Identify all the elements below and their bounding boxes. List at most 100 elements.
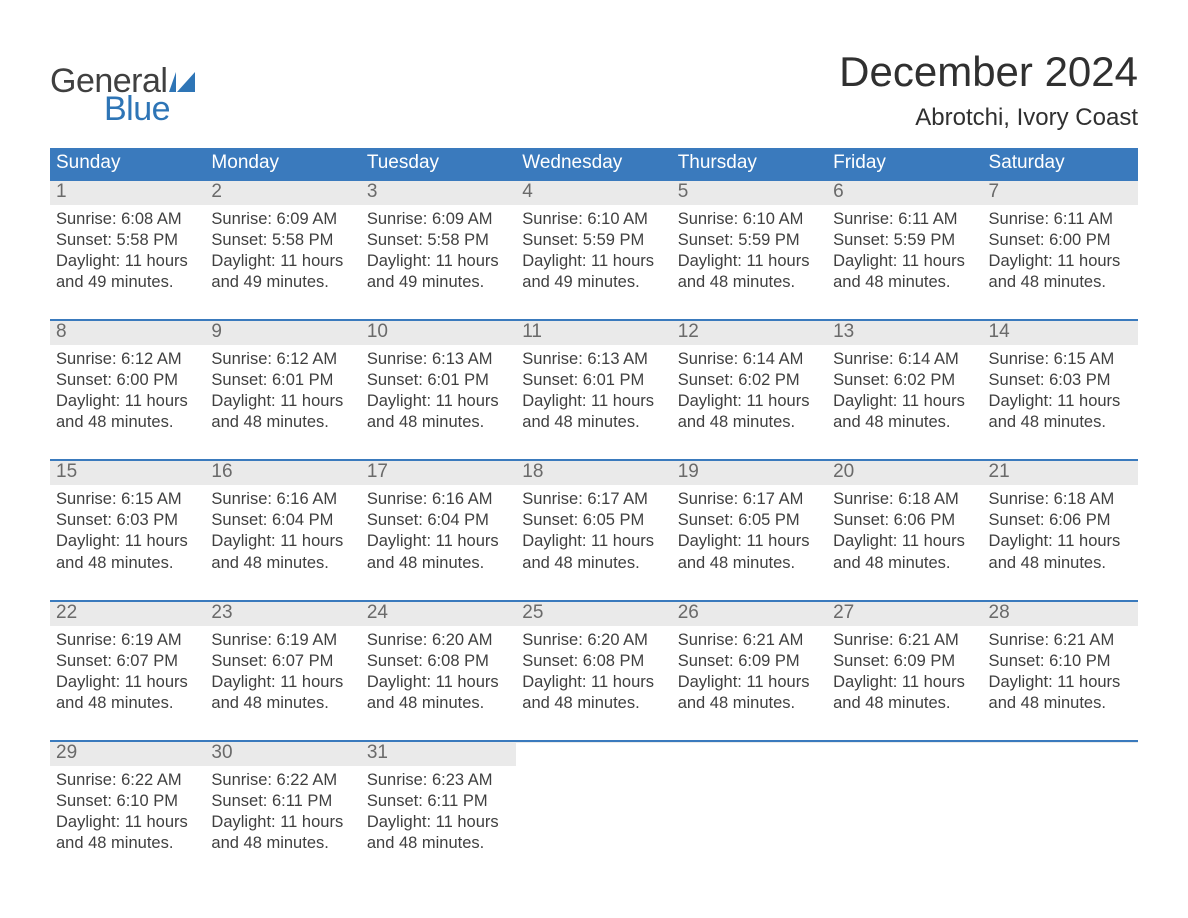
sunset-text: Sunset: 5:59 PM bbox=[833, 230, 976, 251]
day-number bbox=[983, 742, 1138, 743]
day-body: Sunrise: 6:20 AMSunset: 6:08 PMDaylight:… bbox=[361, 626, 516, 714]
daylight-text-1: Daylight: 11 hours bbox=[211, 251, 354, 272]
day-body: Sunrise: 6:09 AMSunset: 5:58 PMDaylight:… bbox=[205, 205, 360, 293]
calendar-day: 5Sunrise: 6:10 AMSunset: 5:59 PMDaylight… bbox=[672, 181, 827, 293]
sunrise-text: Sunrise: 6:11 AM bbox=[989, 209, 1132, 230]
weekday-header: Sunday bbox=[50, 148, 205, 179]
day-body: Sunrise: 6:14 AMSunset: 6:02 PMDaylight:… bbox=[827, 345, 982, 433]
calendar-day: 7Sunrise: 6:11 AMSunset: 6:00 PMDaylight… bbox=[983, 181, 1138, 293]
sunrise-text: Sunrise: 6:08 AM bbox=[56, 209, 199, 230]
day-body: Sunrise: 6:22 AMSunset: 6:11 PMDaylight:… bbox=[205, 766, 360, 854]
sunrise-text: Sunrise: 6:21 AM bbox=[833, 630, 976, 651]
sunrise-text: Sunrise: 6:17 AM bbox=[678, 489, 821, 510]
daylight-text-2: and 48 minutes. bbox=[56, 693, 199, 714]
weekday-header: Monday bbox=[205, 148, 360, 179]
calendar-day: 20Sunrise: 6:18 AMSunset: 6:06 PMDayligh… bbox=[827, 461, 982, 573]
daylight-text-2: and 48 minutes. bbox=[56, 412, 199, 433]
page: General Blue December 2024 Abrotchi, Ivo… bbox=[0, 0, 1188, 894]
calendar-day: 23Sunrise: 6:19 AMSunset: 6:07 PMDayligh… bbox=[205, 602, 360, 714]
sunrise-text: Sunrise: 6:22 AM bbox=[211, 770, 354, 791]
daylight-text-1: Daylight: 11 hours bbox=[522, 251, 665, 272]
calendar-week: 1Sunrise: 6:08 AMSunset: 5:58 PMDaylight… bbox=[50, 179, 1138, 293]
sunset-text: Sunset: 6:07 PM bbox=[211, 651, 354, 672]
day-number: 22 bbox=[50, 602, 205, 626]
daylight-text-1: Daylight: 11 hours bbox=[989, 531, 1132, 552]
day-number: 15 bbox=[50, 461, 205, 485]
calendar-day: 14Sunrise: 6:15 AMSunset: 6:03 PMDayligh… bbox=[983, 321, 1138, 433]
month-title: December 2024 bbox=[839, 48, 1138, 96]
day-body: Sunrise: 6:17 AMSunset: 6:05 PMDaylight:… bbox=[672, 485, 827, 573]
sunrise-text: Sunrise: 6:21 AM bbox=[678, 630, 821, 651]
sunrise-text: Sunrise: 6:23 AM bbox=[367, 770, 510, 791]
sunrise-text: Sunrise: 6:11 AM bbox=[833, 209, 976, 230]
calendar-day: 12Sunrise: 6:14 AMSunset: 6:02 PMDayligh… bbox=[672, 321, 827, 433]
day-number: 11 bbox=[516, 321, 671, 345]
day-body: Sunrise: 6:21 AMSunset: 6:09 PMDaylight:… bbox=[672, 626, 827, 714]
calendar-day bbox=[983, 742, 1138, 854]
day-body: Sunrise: 6:15 AMSunset: 6:03 PMDaylight:… bbox=[983, 345, 1138, 433]
day-number: 14 bbox=[983, 321, 1138, 345]
weekday-header: Saturday bbox=[983, 148, 1138, 179]
day-number: 7 bbox=[983, 181, 1138, 205]
sunset-text: Sunset: 6:09 PM bbox=[678, 651, 821, 672]
sunset-text: Sunset: 6:09 PM bbox=[833, 651, 976, 672]
daylight-text-1: Daylight: 11 hours bbox=[833, 531, 976, 552]
daylight-text-1: Daylight: 11 hours bbox=[989, 672, 1132, 693]
daylight-text-2: and 49 minutes. bbox=[211, 272, 354, 293]
calendar-day: 15Sunrise: 6:15 AMSunset: 6:03 PMDayligh… bbox=[50, 461, 205, 573]
daylight-text-2: and 48 minutes. bbox=[833, 272, 976, 293]
calendar-day: 10Sunrise: 6:13 AMSunset: 6:01 PMDayligh… bbox=[361, 321, 516, 433]
sunset-text: Sunset: 6:08 PM bbox=[367, 651, 510, 672]
calendar: Sunday Monday Tuesday Wednesday Thursday… bbox=[50, 148, 1138, 854]
location-subtitle: Abrotchi, Ivory Coast bbox=[839, 104, 1138, 132]
calendar-day: 9Sunrise: 6:12 AMSunset: 6:01 PMDaylight… bbox=[205, 321, 360, 433]
day-number: 16 bbox=[205, 461, 360, 485]
calendar-day: 30Sunrise: 6:22 AMSunset: 6:11 PMDayligh… bbox=[205, 742, 360, 854]
sunrise-text: Sunrise: 6:21 AM bbox=[989, 630, 1132, 651]
weekday-header-row: Sunday Monday Tuesday Wednesday Thursday… bbox=[50, 148, 1138, 179]
calendar-day bbox=[516, 742, 671, 854]
day-number: 27 bbox=[827, 602, 982, 626]
daylight-text-2: and 48 minutes. bbox=[367, 553, 510, 574]
weekday-header: Friday bbox=[827, 148, 982, 179]
daylight-text-2: and 48 minutes. bbox=[522, 693, 665, 714]
day-body: Sunrise: 6:18 AMSunset: 6:06 PMDaylight:… bbox=[827, 485, 982, 573]
daylight-text-1: Daylight: 11 hours bbox=[56, 531, 199, 552]
daylight-text-2: and 48 minutes. bbox=[522, 412, 665, 433]
calendar-week: 22Sunrise: 6:19 AMSunset: 6:07 PMDayligh… bbox=[50, 600, 1138, 714]
day-body: Sunrise: 6:16 AMSunset: 6:04 PMDaylight:… bbox=[205, 485, 360, 573]
calendar-day: 1Sunrise: 6:08 AMSunset: 5:58 PMDaylight… bbox=[50, 181, 205, 293]
sunrise-text: Sunrise: 6:22 AM bbox=[56, 770, 199, 791]
sunset-text: Sunset: 6:01 PM bbox=[211, 370, 354, 391]
daylight-text-1: Daylight: 11 hours bbox=[833, 251, 976, 272]
day-number bbox=[516, 742, 671, 743]
day-number: 26 bbox=[672, 602, 827, 626]
day-body: Sunrise: 6:10 AMSunset: 5:59 PMDaylight:… bbox=[516, 205, 671, 293]
daylight-text-1: Daylight: 11 hours bbox=[678, 672, 821, 693]
day-number: 23 bbox=[205, 602, 360, 626]
day-number: 17 bbox=[361, 461, 516, 485]
daylight-text-2: and 48 minutes. bbox=[833, 693, 976, 714]
sunset-text: Sunset: 6:04 PM bbox=[211, 510, 354, 531]
day-body: Sunrise: 6:14 AMSunset: 6:02 PMDaylight:… bbox=[672, 345, 827, 433]
sunset-text: Sunset: 6:02 PM bbox=[833, 370, 976, 391]
day-number: 5 bbox=[672, 181, 827, 205]
day-body: Sunrise: 6:18 AMSunset: 6:06 PMDaylight:… bbox=[983, 485, 1138, 573]
calendar-day: 8Sunrise: 6:12 AMSunset: 6:00 PMDaylight… bbox=[50, 321, 205, 433]
calendar-day: 28Sunrise: 6:21 AMSunset: 6:10 PMDayligh… bbox=[983, 602, 1138, 714]
calendar-day: 22Sunrise: 6:19 AMSunset: 6:07 PMDayligh… bbox=[50, 602, 205, 714]
sunrise-text: Sunrise: 6:15 AM bbox=[56, 489, 199, 510]
sunrise-text: Sunrise: 6:13 AM bbox=[367, 349, 510, 370]
calendar-day: 6Sunrise: 6:11 AMSunset: 5:59 PMDaylight… bbox=[827, 181, 982, 293]
daylight-text-1: Daylight: 11 hours bbox=[989, 251, 1132, 272]
day-body: Sunrise: 6:12 AMSunset: 6:00 PMDaylight:… bbox=[50, 345, 205, 433]
day-body: Sunrise: 6:09 AMSunset: 5:58 PMDaylight:… bbox=[361, 205, 516, 293]
sunrise-text: Sunrise: 6:13 AM bbox=[522, 349, 665, 370]
day-body: Sunrise: 6:23 AMSunset: 6:11 PMDaylight:… bbox=[361, 766, 516, 854]
day-number: 25 bbox=[516, 602, 671, 626]
sunset-text: Sunset: 5:58 PM bbox=[211, 230, 354, 251]
day-body: Sunrise: 6:19 AMSunset: 6:07 PMDaylight:… bbox=[50, 626, 205, 714]
daylight-text-2: and 48 minutes. bbox=[678, 272, 821, 293]
daylight-text-2: and 48 minutes. bbox=[367, 833, 510, 854]
title-block: December 2024 Abrotchi, Ivory Coast bbox=[839, 48, 1138, 142]
